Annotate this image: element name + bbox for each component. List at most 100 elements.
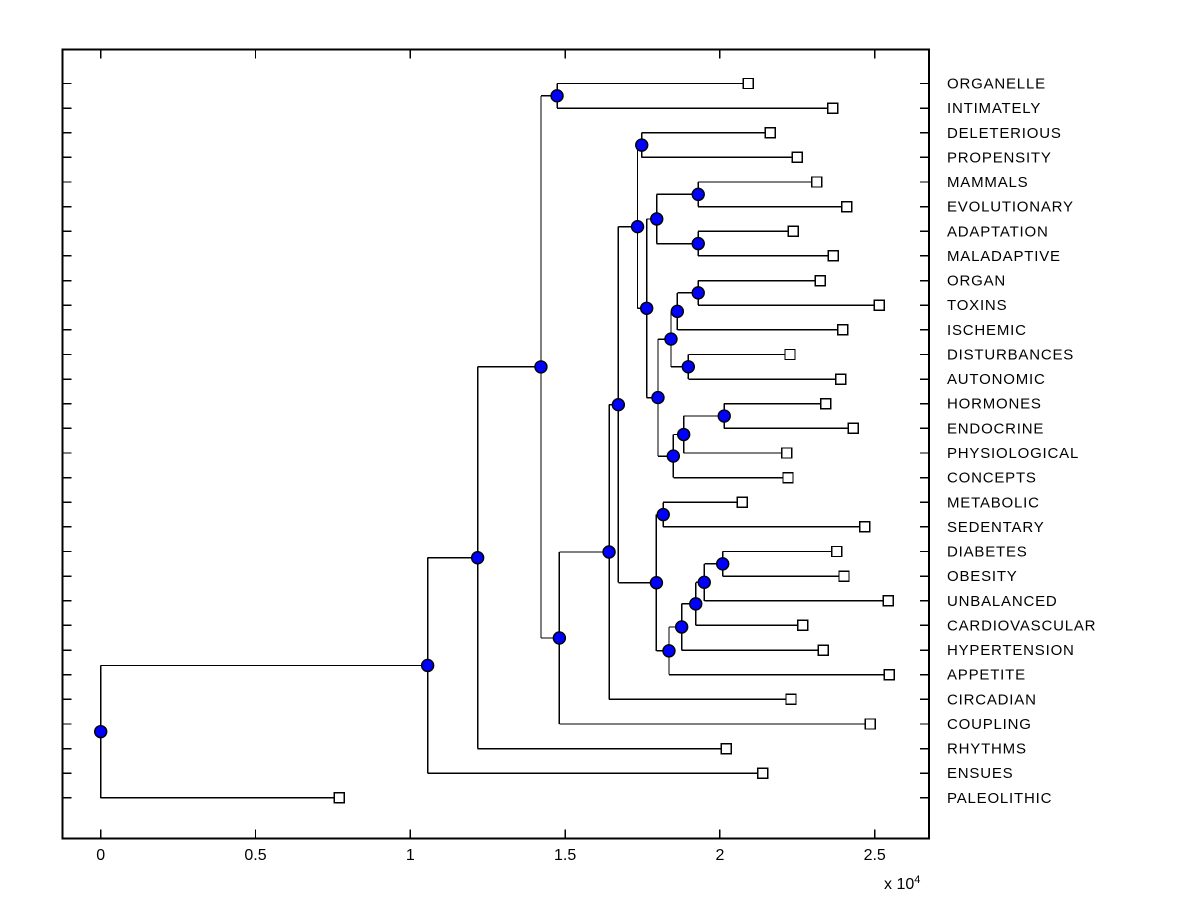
leaf-tip-marker-circadian[interactable] [785, 693, 797, 706]
tree-node-dot[interactable] [691, 286, 705, 300]
leaf-label-evolutionary: EVOLUTIONARY [947, 199, 1074, 216]
tree-branches [99, 82, 890, 799]
leaf-tip-marker-appetite[interactable] [883, 668, 895, 681]
leaf-tip-marker-cardiovascular[interactable] [797, 619, 809, 632]
leaf-label-ischemic: ISCHEMIC [947, 322, 1027, 339]
leaf-label-intimately: INTIMATELY [947, 100, 1041, 117]
leaf-tip-marker-maladaptive[interactable] [827, 250, 840, 262]
tree-node-dot[interactable] [676, 427, 691, 442]
x-tick-label: 1.5 [554, 847, 576, 864]
leaf-label-hormones: HORMONES [947, 396, 1042, 413]
leaf-label-hypertension: HYPERTENSION [947, 642, 1075, 659]
tree-node-dot[interactable] [611, 397, 626, 412]
tree-node-dot[interactable] [650, 212, 664, 226]
leaf-markers [333, 77, 895, 804]
leaf-label-maladaptive: MALADAPTIVE [947, 248, 1061, 265]
leaf-label-toxins: TOXINS [947, 297, 1007, 314]
tree-node-dot[interactable] [681, 360, 696, 374]
leaf-tip-marker-mammals[interactable] [810, 176, 823, 188]
leaf-label-obesity: OBESITY [947, 568, 1018, 585]
tree-node-dot[interactable] [649, 576, 664, 590]
leaf-label-ensues: ENSUES [947, 765, 1014, 782]
x-tick-label: 1 [406, 847, 415, 864]
tree-node-dot[interactable] [651, 390, 665, 405]
leaf-label-concepts: CONCEPTS [947, 470, 1037, 487]
tree-node-dot[interactable] [534, 360, 548, 374]
tree-node-dot[interactable] [470, 551, 485, 565]
axis-multiplier-exponent: 4 [914, 874, 921, 886]
leaf-label-organ: ORGAN [947, 273, 1006, 290]
leaf-tip-marker-intimately[interactable] [827, 102, 839, 114]
leaf-label-autonomic: AUTONOMIC [947, 371, 1046, 388]
tree-node-dot[interactable] [691, 187, 705, 202]
leaf-tip-marker-diabetes[interactable] [831, 545, 843, 558]
leaf-tip-marker-coupling[interactable] [864, 718, 876, 730]
leaf-label-deleterious: DELETERIOUS [947, 125, 1062, 142]
leaf-label-diabetes: DIABETES [947, 544, 1028, 561]
tree-node-dot[interactable] [664, 332, 678, 346]
leaf-label-physiological: PHYSIOLOGICAL [947, 445, 1079, 462]
leaf-tip-marker-organ[interactable] [814, 274, 826, 287]
tree-node-dot[interactable] [656, 507, 670, 522]
leaf-tip-marker-unbalanced[interactable] [882, 595, 895, 607]
tree-node-dot[interactable] [420, 658, 435, 673]
leaf-label-circadian: CIRCADIAN [947, 691, 1037, 708]
x-tick-label: 0 [96, 847, 105, 864]
plot-border [61, 48, 930, 840]
tree-node-dot[interactable] [602, 545, 616, 559]
tree-node-dot[interactable] [717, 409, 731, 423]
leaf-tip-marker-evolutionary[interactable] [840, 200, 853, 213]
tree-node-dot[interactable] [635, 138, 649, 152]
leaf-tip-marker-hypertension[interactable] [817, 644, 830, 656]
leaf-tip-marker-endocrine[interactable] [847, 422, 860, 435]
axes-box [61, 48, 930, 840]
leaf-tip-marker-disturbances[interactable] [784, 348, 796, 361]
leaf-tip-marker-concepts[interactable] [782, 471, 794, 484]
leaf-tip-marker-organelle[interactable] [742, 77, 754, 90]
tree-node-dot[interactable] [715, 557, 730, 571]
tree-node-dot[interactable] [630, 219, 645, 234]
leaf-tip-marker-obesity[interactable] [838, 570, 850, 582]
tree-node-dot[interactable] [552, 631, 567, 645]
leaf-tip-marker-rhythms[interactable] [720, 742, 732, 755]
leaf-tip-marker-adaptation[interactable] [787, 225, 799, 237]
axis-multiplier-label: x 104 [884, 874, 920, 894]
leaf-label-mammals: MAMMALS [947, 174, 1028, 191]
leaf-label-metabolic: METABOLIC [947, 494, 1040, 511]
tree-node-dot[interactable] [662, 644, 676, 658]
leaf-tip-marker-autonomic[interactable] [834, 373, 847, 385]
tree-node-dot[interactable] [689, 597, 703, 611]
leaf-tip-marker-hormones[interactable] [820, 398, 832, 410]
tree-node-dot[interactable] [550, 89, 564, 103]
labels: 0 0.5 1 1.5 2 2.5 ORGANELLE INTIMATELY DELETERIO… [96, 76, 1096, 865]
leaf-label-appetite: APPETITE [947, 667, 1026, 684]
leaf-tip-marker-ensues[interactable] [757, 767, 769, 779]
leaf-label-unbalanced: UNBALANCED [947, 593, 1058, 610]
leaf-tip-marker-deleterious[interactable] [764, 127, 776, 139]
leaf-label-propensity: PROPENSITY [947, 149, 1052, 166]
tree-node-dot[interactable] [697, 575, 711, 590]
leaf-tip-marker-ischemic[interactable] [836, 324, 849, 336]
leaf-tip-marker-physiological[interactable] [781, 447, 793, 459]
tree-node-dot[interactable] [670, 304, 685, 319]
leaf-tip-marker-paleolithic[interactable] [333, 792, 345, 804]
tree-node-dot[interactable] [93, 724, 108, 739]
axis-ticks [62, 49, 929, 839]
leaf-tip-marker-propensity[interactable] [791, 151, 803, 164]
tree-node-dot[interactable] [639, 301, 654, 315]
leaf-tip-marker-sedentary[interactable] [859, 521, 871, 533]
tree-node-dot[interactable] [674, 620, 689, 634]
leaf-label-sedentary: SEDENTARY [947, 519, 1045, 536]
tree-node-dot[interactable] [691, 236, 705, 251]
leaf-label-coupling: COUPLING [947, 716, 1032, 733]
leaf-label-adaptation: ADAPTATION [947, 223, 1049, 240]
leaf-label-disturbances: DISTURBANCES [947, 346, 1074, 363]
leaf-label-cardiovascular: CARDIOVASCULAR [947, 617, 1096, 634]
leaf-tip-marker-toxins[interactable] [873, 299, 886, 311]
leaf-tip-marker-metabolic[interactable] [736, 496, 749, 508]
x-tick-label: 2.5 [864, 847, 886, 864]
leaf-label-endocrine: ENDOCRINE [947, 420, 1044, 437]
tree-node-dot[interactable] [666, 449, 681, 463]
